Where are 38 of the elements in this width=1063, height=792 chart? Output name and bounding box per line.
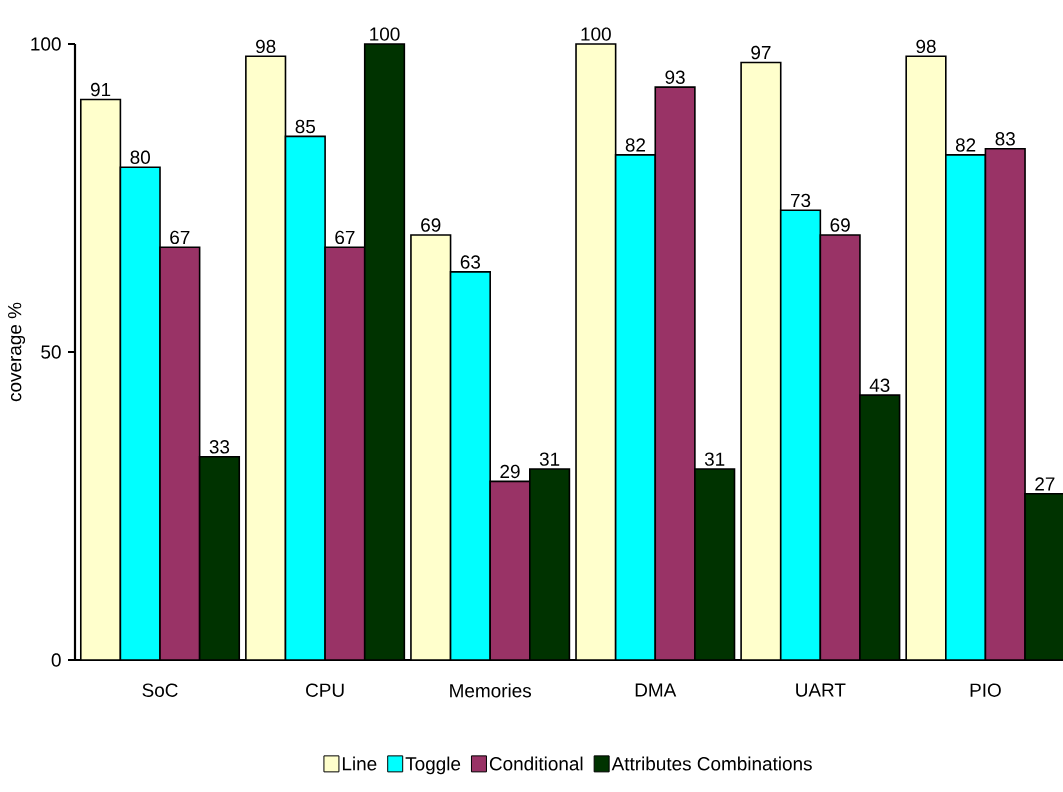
data-label: 67 bbox=[335, 230, 355, 245]
data-label: 97 bbox=[751, 45, 771, 60]
data-label: 82 bbox=[955, 138, 976, 152]
data-label: 31 bbox=[704, 452, 725, 466]
data-label: 29 bbox=[500, 464, 520, 479]
legend-label: Line bbox=[342, 756, 377, 771]
data-label: 69 bbox=[421, 218, 441, 232]
x-tick-label: SoC bbox=[142, 683, 178, 697]
x-tick-label: UART bbox=[796, 683, 846, 697]
x-tick-label: DMA bbox=[635, 683, 677, 697]
y-tick-label: 50 bbox=[41, 345, 61, 359]
y-tick-label: 100 bbox=[31, 37, 61, 51]
data-label: 82 bbox=[625, 138, 646, 152]
x-tick-label: CPU bbox=[306, 683, 344, 697]
data-label: 91 bbox=[90, 82, 111, 97]
x-tick-label: Memories bbox=[450, 683, 532, 698]
data-label: 98 bbox=[916, 39, 936, 54]
data-label: 43 bbox=[869, 378, 890, 392]
data-label: 67 bbox=[170, 230, 190, 245]
data-label: 85 bbox=[295, 119, 316, 134]
data-label: 98 bbox=[256, 39, 276, 54]
x-tick-label: PIO bbox=[970, 683, 1001, 697]
data-label: 100 bbox=[370, 27, 400, 41]
y-tick-label: 0 bbox=[51, 653, 61, 667]
legend-label: Attributes Combinations bbox=[611, 756, 812, 771]
legend-label: Toggle bbox=[405, 756, 461, 775]
data-label: 80 bbox=[130, 150, 150, 164]
data-label: 69 bbox=[830, 218, 850, 232]
data-label: 100 bbox=[581, 27, 611, 41]
data-label: 83 bbox=[995, 132, 1015, 146]
y-axis-title: coverage % bbox=[8, 302, 26, 402]
data-label: 63 bbox=[460, 255, 481, 269]
data-label: 73 bbox=[790, 193, 811, 208]
data-label: 93 bbox=[665, 70, 685, 84]
data-label: 31 bbox=[539, 452, 560, 466]
legend-label: Conditional bbox=[489, 756, 583, 771]
data-label: 33 bbox=[209, 440, 230, 454]
data-label: 27 bbox=[1035, 477, 1055, 491]
